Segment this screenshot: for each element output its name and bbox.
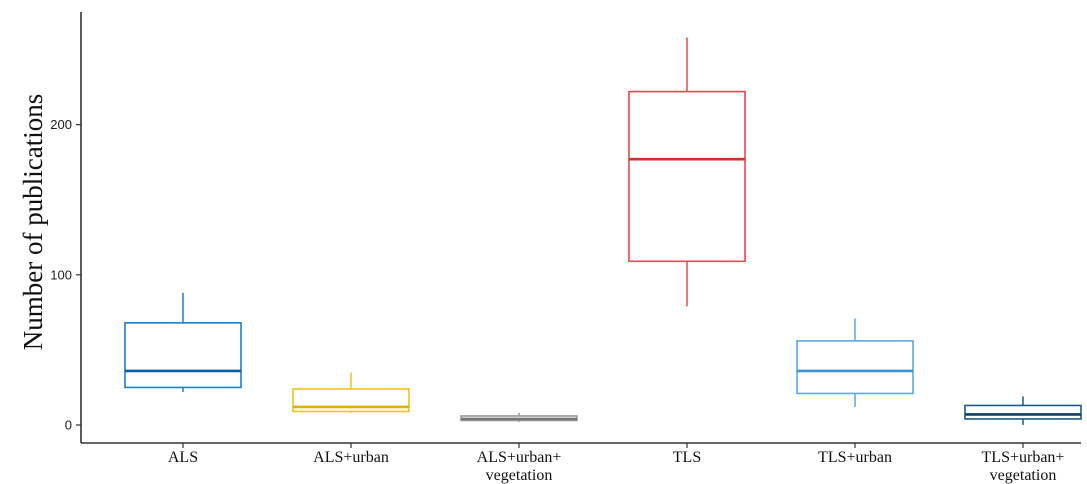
box-iqr-rect <box>964 404 1082 420</box>
box-iqr-rect <box>124 322 242 389</box>
y-axis-label: Number of publications <box>18 94 48 350</box>
x-tick-label-line: TLS+urban+ <box>982 449 1065 466</box>
x-tick-label-line: ALS+urban <box>313 449 389 466</box>
x-tick-label: ALS+urban <box>313 449 389 466</box>
box-group <box>460 412 578 422</box>
x-tick-label: ALS+urban+ vegetation <box>477 449 562 484</box>
box-iqr-rect <box>796 340 914 395</box>
y-axis-ticks: 0 100 200 <box>50 117 81 432</box>
y-tick-label: 0 <box>65 417 72 432</box>
box-group <box>964 396 1082 425</box>
x-tick-label: TLS+urban <box>818 449 892 466</box>
x-tick-label: ALS <box>168 449 198 466</box>
box-group <box>796 318 914 407</box>
x-tick-label-line: ALS <box>168 449 198 466</box>
y-axis-label-group: Number of publications <box>18 94 48 350</box>
x-tick-label: TLS+urban+ vegetation <box>982 449 1065 484</box>
x-tick-label-line: TLS <box>673 449 701 466</box>
x-tick-label: TLS <box>673 449 701 466</box>
y-tick-label: 100 <box>50 267 72 282</box>
y-tick-label: 200 <box>50 117 72 132</box>
box-group <box>292 372 410 413</box>
x-tick-label-line: vegetation <box>486 467 553 484</box>
plot-marks <box>124 37 1082 425</box>
x-tick-label-line: vegetation <box>990 467 1057 484</box>
box-group <box>628 37 746 307</box>
box-group <box>124 292 242 392</box>
x-tick-label-line: TLS+urban <box>818 449 892 466</box>
x-tick-label-line: ALS+urban+ <box>477 449 562 466</box>
box-iqr-rect <box>628 90 746 263</box>
